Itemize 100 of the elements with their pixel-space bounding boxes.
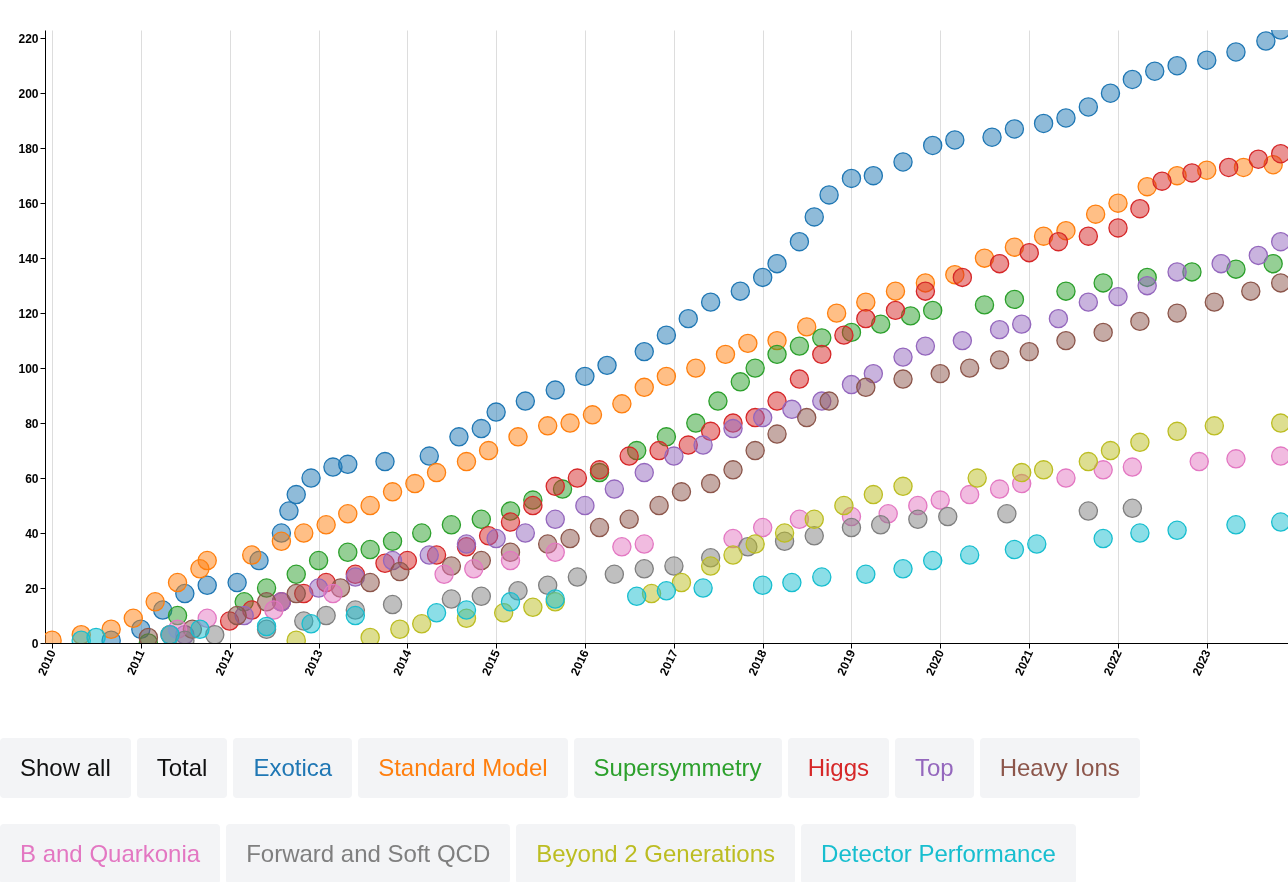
point — [974, 295, 995, 315]
point — [560, 413, 580, 433]
point — [812, 328, 832, 348]
point — [1122, 69, 1143, 90]
point — [612, 394, 632, 414]
point — [893, 347, 913, 367]
point — [967, 468, 987, 488]
x-tick-label: 2013 — [301, 647, 326, 678]
y-tick-label: 20 — [25, 581, 39, 596]
point — [693, 578, 713, 598]
point — [1004, 119, 1025, 139]
point — [197, 575, 217, 595]
point — [286, 583, 306, 604]
point — [664, 556, 684, 576]
point — [989, 253, 1010, 274]
point — [575, 495, 595, 516]
point — [863, 484, 884, 505]
point — [545, 476, 565, 497]
point — [863, 363, 884, 384]
point — [634, 377, 654, 398]
point — [863, 165, 884, 186]
point — [723, 545, 743, 565]
x-tick-label: 2019 — [834, 647, 859, 678]
point — [1100, 83, 1121, 103]
point — [426, 603, 447, 623]
y-tick-label: 120 — [18, 306, 39, 321]
text: Beyond 2 Generations — [516, 824, 796, 882]
point — [345, 605, 366, 626]
point — [700, 473, 721, 494]
point — [656, 325, 677, 345]
point — [1256, 31, 1276, 51]
text: Show all — [0, 738, 131, 798]
point — [582, 405, 603, 425]
point — [1167, 56, 1187, 76]
point — [1226, 259, 1246, 279]
point — [241, 545, 262, 565]
point — [1056, 281, 1076, 301]
point — [411, 523, 432, 543]
point — [456, 600, 477, 620]
point — [478, 440, 499, 461]
point — [338, 504, 358, 524]
point — [915, 281, 936, 301]
point — [405, 473, 425, 494]
point — [893, 476, 913, 497]
point — [375, 451, 395, 472]
point — [1056, 108, 1076, 128]
point — [286, 484, 306, 505]
point — [989, 319, 1010, 340]
point — [1019, 242, 1039, 263]
point — [952, 330, 973, 351]
point — [664, 446, 684, 466]
point — [671, 482, 692, 502]
point — [656, 581, 677, 601]
point — [294, 523, 314, 543]
point — [1197, 50, 1217, 70]
point — [411, 614, 432, 634]
y-tick-label: 180 — [18, 141, 39, 156]
point — [870, 314, 891, 334]
point — [1093, 273, 1113, 293]
point — [730, 281, 751, 301]
point — [1093, 322, 1113, 343]
text: Heavy Ions — [979, 738, 1140, 798]
point — [1241, 281, 1261, 301]
point — [523, 495, 543, 516]
point — [464, 559, 484, 579]
point — [700, 292, 721, 312]
point — [1004, 237, 1025, 257]
point — [545, 509, 565, 530]
point — [567, 567, 588, 587]
point — [959, 484, 980, 505]
point — [1078, 292, 1099, 312]
point — [819, 185, 839, 205]
point — [523, 597, 543, 617]
point — [1011, 462, 1032, 483]
point — [308, 550, 329, 571]
point — [271, 531, 292, 552]
point — [449, 427, 469, 447]
point — [856, 377, 876, 398]
point — [167, 572, 188, 593]
point — [1270, 446, 1288, 466]
point — [1226, 515, 1246, 535]
x-tick-label: 2021 — [1012, 647, 1037, 678]
point — [441, 515, 462, 535]
point — [649, 495, 669, 516]
point — [619, 446, 639, 466]
point — [634, 559, 654, 579]
point — [471, 586, 492, 606]
point — [1211, 253, 1231, 274]
point — [678, 308, 698, 329]
point — [1248, 149, 1269, 169]
point — [900, 306, 921, 326]
point — [700, 556, 721, 576]
point — [286, 564, 306, 584]
point — [1130, 311, 1150, 332]
point — [1137, 275, 1157, 296]
text: Top — [894, 738, 974, 798]
point — [656, 366, 677, 387]
point — [500, 512, 521, 532]
point — [686, 358, 706, 378]
point — [841, 168, 862, 189]
